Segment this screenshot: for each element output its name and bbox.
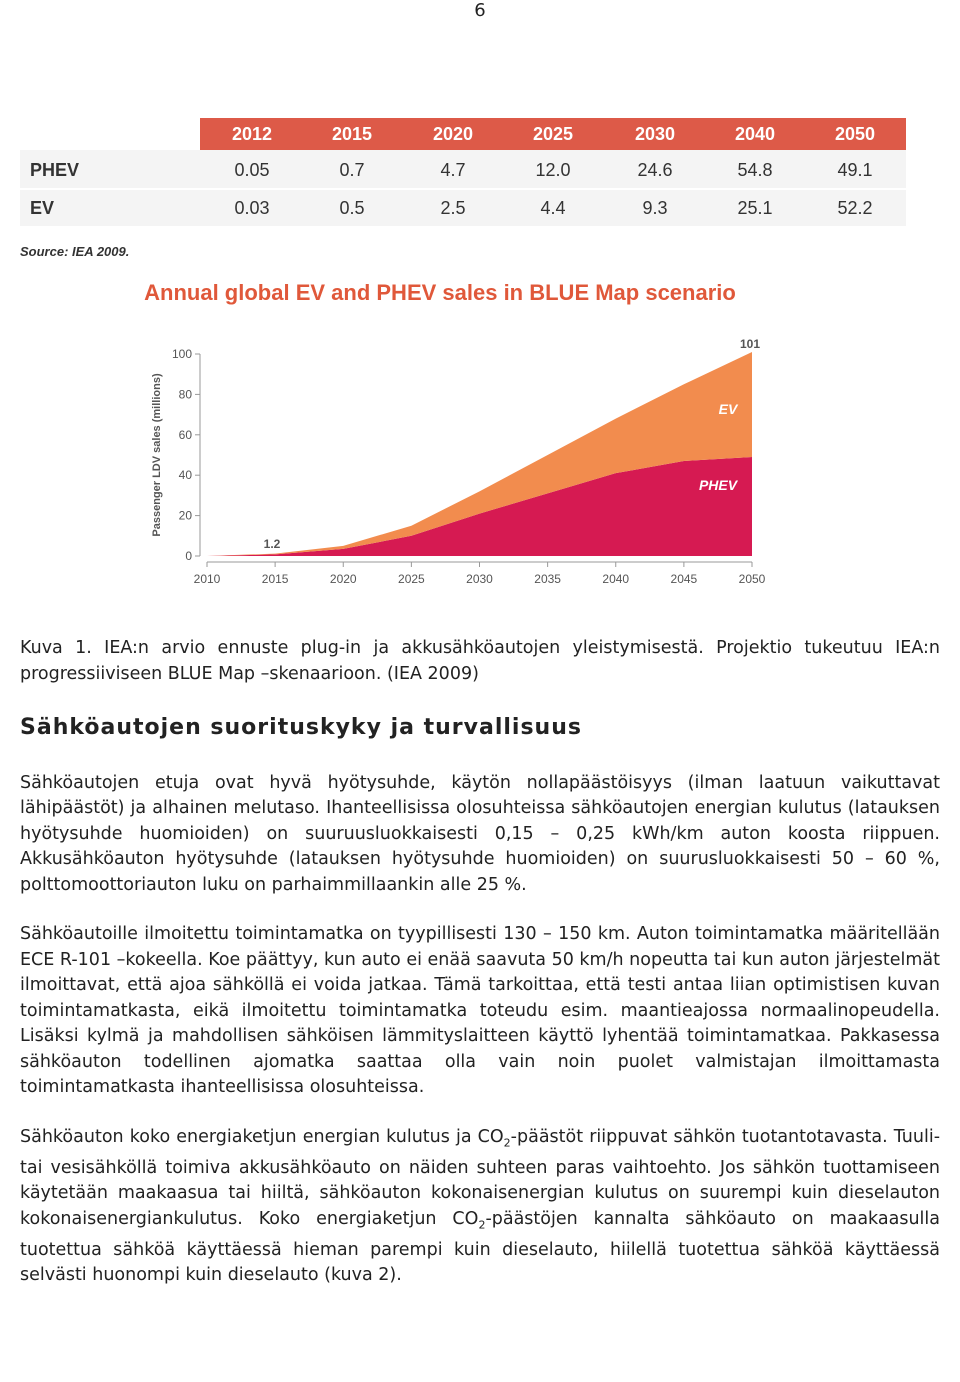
- table-cell: 52.2: [837, 198, 872, 218]
- table-header-cell: 2040: [735, 124, 775, 144]
- table-cell: 0.05: [234, 160, 269, 180]
- x-tick-label: 2015: [262, 572, 289, 586]
- source: Source: IEA 2009.: [20, 244, 129, 259]
- table-cell: 4.4: [540, 198, 565, 218]
- subscript: 2: [503, 1136, 511, 1149]
- table-header-cell: 2020: [433, 124, 473, 144]
- table-header-cell: 2012: [232, 124, 272, 144]
- table-cell: 0.03: [234, 198, 269, 218]
- table-header-cell: 2030: [635, 124, 675, 144]
- table-header-cell: 2015: [332, 124, 372, 144]
- y-tick-label: 100: [172, 347, 192, 361]
- x-tick-label: 2010: [194, 572, 221, 586]
- annotation: 101: [740, 337, 760, 351]
- x-tick-label: 2045: [671, 572, 698, 586]
- y-tick-label: 60: [179, 428, 193, 442]
- x-tick-label: 2050: [739, 572, 766, 586]
- x-tick-label: 2020: [330, 572, 357, 586]
- table-cell: 9.3: [642, 198, 667, 218]
- y-tick-label: 20: [179, 509, 193, 523]
- annotation: 1.2: [264, 537, 281, 551]
- x-tick-label: 2025: [398, 572, 425, 586]
- text-run: Sähköautojen etuja ovat hyvä hyötysuhde,…: [20, 772, 940, 895]
- y-tick-label: 0: [185, 549, 192, 563]
- table-cell: 2.5: [440, 198, 465, 218]
- heading: Sähköautojen suorituskyky ja turvallisuu…: [20, 715, 582, 740]
- series-label: EV: [719, 401, 739, 417]
- paragraph: Sähköautojen etuja ovat hyvä hyötysuhde,…: [20, 771, 940, 899]
- chart-title: Annual global EV and PHEV sales in BLUE …: [144, 280, 736, 305]
- table-cell: 54.8: [737, 160, 772, 180]
- table-cell: 49.1: [837, 160, 872, 180]
- table-cell: 4.7: [440, 160, 465, 180]
- paragraph: Sähköautoille ilmoitettu toimintamatka o…: [20, 922, 940, 1101]
- y-tick-label: 40: [179, 468, 193, 482]
- x-tick-label: 2030: [466, 572, 493, 586]
- paragraph: Sähköauton koko energiaketjun energian k…: [20, 1125, 940, 1289]
- table-header-cell: 2050: [835, 124, 875, 144]
- text-run: -päästöjen kannalta sähköauto on maakaas…: [20, 1208, 940, 1286]
- table-cell: 25.1: [737, 198, 772, 218]
- paragraphs: Sähköautojen etuja ovat hyvä hyötysuhde,…: [20, 771, 940, 1289]
- y-axis-label: Passenger LDV sales (millions): [151, 373, 163, 537]
- table-header-bg: [200, 118, 906, 150]
- table-cell: 0.7: [339, 160, 364, 180]
- table-header-cell: 2025: [533, 124, 573, 144]
- x-tick-label: 2040: [602, 572, 629, 586]
- table-row-label: EV: [30, 198, 54, 218]
- body-text: Kuva 1. IEA:n arvio ennuste plug-in ja a…: [20, 636, 940, 1313]
- page-number: 6: [474, 0, 486, 21]
- area: [207, 351, 752, 556]
- text-run: Sähköauton koko energiaketjun energian k…: [20, 1126, 504, 1147]
- table-row-label: PHEV: [30, 160, 79, 180]
- y-tick-label: 80: [179, 387, 193, 401]
- table-cell: 24.6: [637, 160, 672, 180]
- area: [207, 457, 752, 556]
- subscript: 2: [478, 1218, 486, 1231]
- series-label: PHEV: [699, 477, 739, 493]
- caption: Kuva 1. IEA:n arvio ennuste plug-in ja a…: [20, 638, 940, 684]
- table-cell: 0.5: [339, 198, 364, 218]
- text-run: -päästöt riippuvat sähkön tuotantotavast…: [20, 1126, 941, 1229]
- table-cell: 12.0: [535, 160, 570, 180]
- x-tick-label: 2035: [534, 572, 561, 586]
- text-run: Sähköautoille ilmoitettu toimintamatka o…: [20, 924, 940, 1097]
